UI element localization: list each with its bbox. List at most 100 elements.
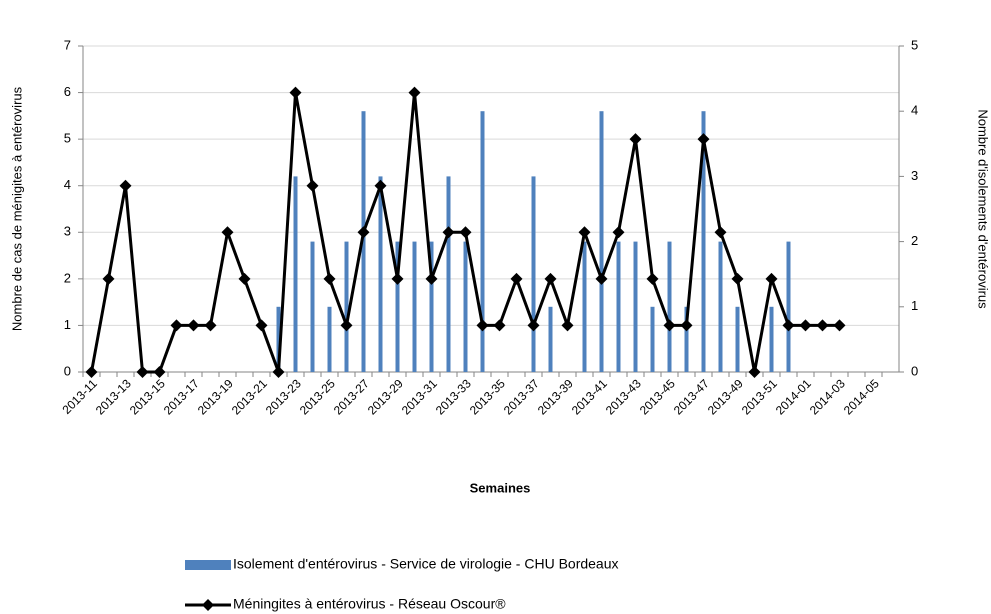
marker (357, 226, 370, 239)
marker (425, 272, 438, 285)
marker (714, 226, 727, 239)
marker (612, 226, 625, 239)
x-tick-label: 2013-29 (365, 376, 406, 417)
x-tick-label: 2013-27 (331, 376, 372, 417)
marker (510, 272, 523, 285)
marker (595, 272, 608, 285)
bar (650, 306, 655, 372)
bar (786, 241, 791, 372)
marker (816, 319, 829, 332)
y-tick-label: 6 (64, 84, 71, 99)
x-tick-label: 2013-37 (501, 376, 542, 417)
legend-label: Isolement d'entérovirus - Service de vir… (233, 556, 619, 572)
bar (429, 241, 434, 372)
marker (782, 319, 795, 332)
bar (582, 241, 587, 372)
y-tick-label: 0 (64, 363, 71, 378)
x-tick-label: 2013-51 (739, 376, 780, 417)
x-tick-label: 2013-25 (297, 376, 338, 417)
x-tick-label: 2013-49 (705, 376, 746, 417)
marker (323, 272, 336, 285)
bar (310, 241, 315, 372)
bar (684, 306, 689, 372)
marker (459, 226, 472, 239)
y2-tick-label: 5 (911, 37, 918, 52)
x-tick-label: 2013-21 (229, 376, 270, 417)
legend-label: Méningites à entérovirus - Réseau Oscour… (233, 596, 506, 612)
bar (769, 306, 774, 372)
bar (701, 111, 706, 372)
x-tick-label: 2013-31 (399, 376, 440, 417)
bar (735, 306, 740, 372)
marker (799, 319, 812, 332)
marker (102, 272, 115, 285)
x-tick-label: 2013-45 (637, 376, 678, 417)
marker (272, 366, 285, 378)
x-tick-label: 2013-17 (161, 376, 202, 417)
marker (578, 226, 591, 239)
marker (119, 179, 132, 192)
marker (221, 226, 234, 239)
bar (395, 241, 400, 372)
x-tick-label: 2013-47 (671, 376, 712, 417)
bar (276, 306, 281, 372)
marker (561, 319, 574, 332)
bar (293, 176, 298, 372)
bar (548, 306, 553, 372)
y2-tick-label: 4 (911, 103, 918, 118)
y-tick-label: 4 (64, 177, 71, 192)
marker (646, 272, 659, 285)
x-tick-label: 2013-19 (195, 376, 236, 417)
x-axis-title: Semaines (470, 480, 531, 495)
bar (718, 241, 723, 372)
x-tick-label: 2013-39 (535, 376, 576, 417)
y-tick-label: 1 (64, 317, 71, 332)
marker (442, 226, 455, 239)
marker (748, 366, 761, 378)
x-tick-label: 2013-41 (569, 376, 610, 417)
marker (85, 366, 98, 378)
y2-axis-title: Nombre d'isolements d'entérovirus (976, 109, 991, 309)
marker (731, 272, 744, 285)
bar (344, 241, 349, 372)
x-tick-label: 2014-01 (773, 376, 814, 417)
marker (391, 272, 404, 285)
marker (204, 319, 217, 332)
x-tick-label: 2013-43 (603, 376, 644, 417)
marker (680, 319, 693, 332)
legend-swatch (202, 599, 214, 611)
bar (446, 176, 451, 372)
bar (327, 306, 332, 372)
y-tick-label: 2 (64, 270, 71, 285)
marker (833, 319, 846, 332)
y-tick-label: 7 (64, 37, 71, 52)
marker (544, 272, 557, 285)
marker (476, 319, 489, 332)
marker (765, 272, 778, 285)
y2-tick-label: 2 (911, 233, 918, 248)
x-tick-label: 2013-13 (93, 376, 134, 417)
legend-swatch (185, 560, 231, 570)
y-axis-title: Nombre de cas de ménigites à entérovirus (9, 86, 24, 331)
marker (493, 319, 506, 332)
bar (412, 241, 417, 372)
marker (527, 319, 540, 332)
marker (255, 319, 268, 332)
y2-tick-label: 3 (911, 168, 918, 183)
x-tick-label: 2013-33 (433, 376, 474, 417)
bar (633, 241, 638, 372)
bar (667, 241, 672, 372)
marker (408, 86, 421, 99)
marker (374, 179, 387, 192)
x-tick-label: 2014-05 (841, 376, 882, 417)
x-tick-label: 2013-11 (59, 376, 100, 417)
y-tick-label: 5 (64, 131, 71, 146)
y2-tick-label: 0 (911, 363, 918, 378)
y2-tick-label: 1 (911, 298, 918, 313)
x-tick-label: 2013-23 (263, 376, 304, 417)
marker (289, 86, 302, 99)
x-tick-label: 2013-15 (127, 376, 168, 417)
x-tick-label: 2013-35 (467, 376, 508, 417)
marker (340, 319, 353, 332)
